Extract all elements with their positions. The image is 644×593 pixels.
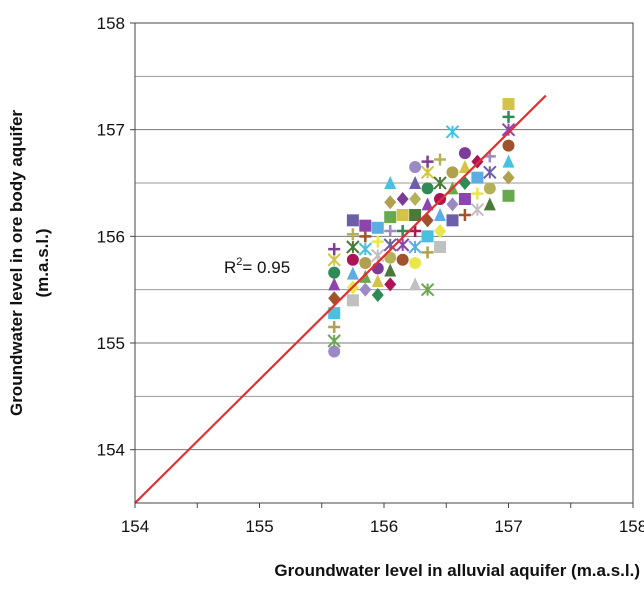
x-tick-label: 154 [121,517,149,536]
data-point [502,110,515,123]
data-point [502,139,515,152]
data-point [396,192,409,206]
y-tick-label: 157 [97,121,125,140]
data-point [446,197,459,212]
data-point [384,211,397,224]
data-point [458,209,471,221]
data-point [328,345,341,358]
data-point [359,257,372,269]
data-point [346,253,359,266]
data-point [396,209,409,221]
data-point [434,224,447,238]
data-point [483,197,496,211]
data-point [371,262,384,275]
data-point [409,225,422,237]
data-point [421,230,434,243]
x-tick-label: 157 [494,517,522,536]
data-point [502,170,515,185]
r-squared-superscript: 2 [236,256,242,268]
data-point [327,334,341,348]
y-tick-label: 154 [97,441,125,460]
data-point [434,153,447,166]
r-squared-base: R [224,258,236,277]
data-point [371,288,384,302]
data-point [359,269,372,283]
data-point [371,274,384,288]
data-point [421,155,434,168]
data-point [328,266,341,279]
data-point [371,221,384,234]
data-point [483,182,496,195]
r-squared-value: = 0.95 [242,258,290,277]
data-point [346,228,359,241]
y-tick-label: 155 [97,334,125,353]
data-point [384,176,397,189]
data-point [433,176,447,190]
data-point [409,209,422,221]
fit-line [134,94,547,504]
data-point [421,246,434,259]
data-point [471,187,484,200]
data-point [328,307,341,320]
data-point [470,202,485,217]
data-point [384,195,397,210]
data-point [502,189,515,202]
data-point [446,166,459,179]
data-point [328,243,341,256]
data-point [384,225,397,237]
axis-ticks: 154 155 156 157 158 154 155 156 157 158 [97,14,644,536]
data-point [358,242,373,256]
data-point [471,171,484,184]
x-tick-label: 158 [619,517,644,536]
data-point [359,282,372,297]
data-point [371,235,384,248]
data-point [328,277,341,291]
x-axis-title: Groundwater level in alluvial aquifer (m… [274,561,640,580]
y-axis-title-line1: Groundwater level in ore body aquifer [7,110,26,416]
data-point [409,161,422,173]
data-point [409,257,422,269]
data-point [458,160,471,173]
data-point [434,241,447,253]
data-point [446,214,459,227]
data-point [396,253,409,266]
data-point [458,193,471,205]
data-point [502,154,515,168]
data-point [359,219,372,232]
y-tick-label: 158 [97,14,125,33]
plot-background [135,23,633,503]
data-point [384,263,397,277]
data-point [346,266,359,280]
data-point [346,294,359,307]
y-axis-title-line2: (m.a.s.l.) [33,229,52,298]
data-point [502,98,515,111]
data-point [409,277,422,291]
data-point [420,165,435,180]
data-point [483,165,497,180]
data-point [409,176,422,189]
data-point [408,240,422,254]
data-point [384,251,397,264]
data-point [346,214,359,227]
data-point [458,147,471,160]
data-point [328,321,341,333]
data-point [445,125,460,139]
y-tick-label: 156 [97,227,125,246]
data-point [420,282,435,297]
data-point [327,253,341,267]
data-point [346,240,360,254]
data-point [396,225,409,237]
data-point [409,192,422,206]
x-tick-label: 155 [245,517,273,536]
data-point [384,277,397,292]
data-point [421,197,434,211]
x-tick-label: 156 [370,517,398,536]
data-point [421,182,434,195]
data-point [359,230,372,243]
data-point [434,208,447,221]
r-squared-annotation: R2= 0.95 [224,256,290,277]
